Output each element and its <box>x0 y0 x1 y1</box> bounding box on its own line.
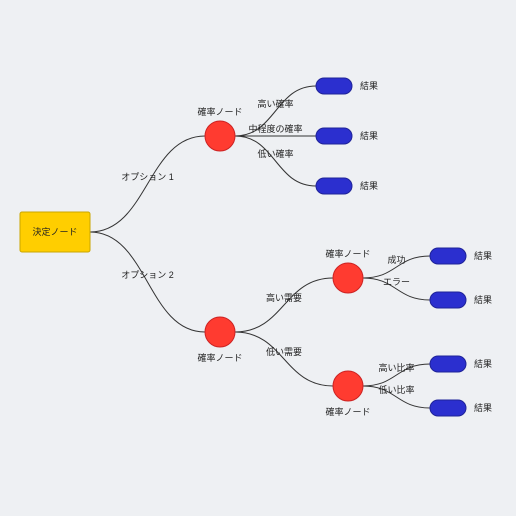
edge-label: 成功 <box>387 254 405 265</box>
edge-label: 中程度の確率 <box>248 123 302 134</box>
edge <box>90 136 205 232</box>
outcome-node <box>316 178 352 194</box>
edge-label: 低い比率 <box>378 384 414 395</box>
outcome-node-label: 結果 <box>474 358 492 369</box>
edge-label: 高い確率 <box>257 98 293 109</box>
outcome-node-label: 結果 <box>474 250 492 261</box>
chance-node-label: 確率ノード <box>325 248 370 259</box>
edge <box>90 232 205 332</box>
chance-node <box>205 317 235 347</box>
outcome-node <box>430 248 466 264</box>
edge <box>235 136 316 186</box>
edge-label: エラー <box>383 277 410 287</box>
outcome-node-label: 結果 <box>474 402 492 413</box>
chance-node <box>333 263 363 293</box>
decision-tree-diagram: オプション 1 オプション 2 高い確率中程度の確率低い確率高い需要低い需要 成功エラ… <box>0 0 516 516</box>
chance-node-label: 確率ノード <box>325 406 370 417</box>
decision-node-label: 決定ノード <box>32 226 77 237</box>
edge <box>235 332 333 386</box>
edges-layer: オプション 1 オプション 2 高い確率中程度の確率低い確率高い需要低い需要 成功エラ… <box>90 86 430 408</box>
edge-label: 低い確率 <box>257 148 293 159</box>
edge-label: 高い比率 <box>378 362 414 373</box>
chance-node-label: 確率ノード <box>197 352 242 363</box>
chance-node-label: 確率ノード <box>197 106 242 117</box>
edge-label: 低い需要 <box>266 346 302 357</box>
outcome-node <box>316 128 352 144</box>
edge <box>235 278 333 332</box>
outcome-node <box>430 292 466 308</box>
edge-label: 高い需要 <box>266 292 302 303</box>
outcome-node <box>430 400 466 416</box>
outcome-node <box>430 356 466 372</box>
outcome-node <box>316 78 352 94</box>
outcome-node-label: 結果 <box>474 294 492 305</box>
chance-node <box>205 121 235 151</box>
outcome-node-label: 結果 <box>360 180 378 191</box>
edge-label: オプション 1 <box>121 172 174 182</box>
chance-node <box>333 371 363 401</box>
outcome-node-label: 結果 <box>360 80 378 91</box>
outcome-node-label: 結果 <box>360 130 378 141</box>
edge-label: オプション 2 <box>121 270 174 280</box>
